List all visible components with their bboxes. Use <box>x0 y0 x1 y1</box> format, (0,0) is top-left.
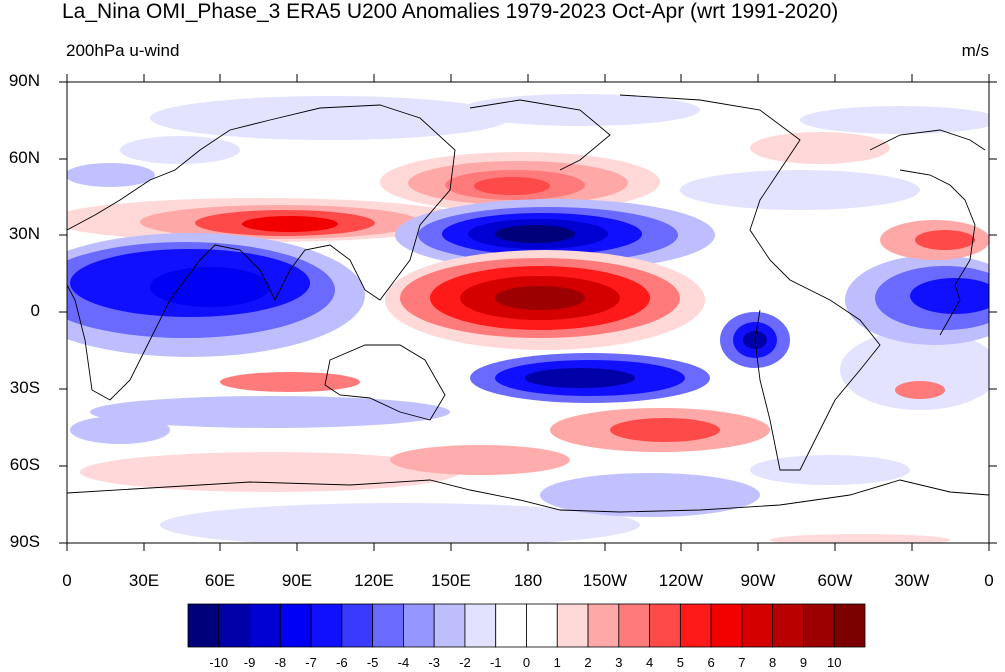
colorbar-label: -4 <box>397 655 410 670</box>
coastlines <box>67 94 989 513</box>
colorbar-label: 0 <box>522 655 531 670</box>
colorbar-label: 10 <box>826 655 842 670</box>
lon-label: 30W <box>894 571 930 590</box>
anomaly-field <box>67 94 989 543</box>
colorbar-label: -8 <box>274 655 287 670</box>
colorbar-label: 3 <box>615 655 623 670</box>
colorbar-swatch <box>710 603 743 648</box>
colorbar-label: 9 <box>799 655 808 670</box>
colorbar-swatch <box>279 603 312 648</box>
colorbar-swatch <box>310 603 343 648</box>
anomaly-shade <box>120 136 240 164</box>
anomaly-shade <box>390 445 570 475</box>
lat-label: 30S <box>9 378 40 397</box>
colorbar-label: -10 <box>209 655 229 670</box>
colorbar-label: 8 <box>769 655 777 670</box>
colorbar-label: 2 <box>584 655 592 670</box>
lon-label: 60E <box>204 571 236 590</box>
lat-ticks <box>59 81 997 544</box>
colorbar-swatch <box>526 603 558 648</box>
colorbar-swatch <box>556 603 589 648</box>
colorbar-swatch <box>803 603 835 648</box>
lat-label: 60S <box>9 455 40 474</box>
colorbar-label: -9 <box>243 655 256 670</box>
colorbar-swatch <box>187 603 220 648</box>
colorbar-label: -3 <box>428 655 440 670</box>
colorbar-swatch <box>833 603 866 648</box>
colorbar-label: -5 <box>366 655 379 670</box>
anomaly-shade <box>242 216 338 232</box>
lon-label: 150E <box>431 571 471 590</box>
lat-label: 0 <box>30 301 40 320</box>
anomaly-shade <box>495 286 585 310</box>
anomaly-shade <box>540 473 760 517</box>
colorbar-label: -2 <box>459 655 471 670</box>
colorbar-swatch <box>249 603 281 648</box>
anomaly-shade <box>915 230 975 250</box>
colorbar-label: -7 <box>305 655 317 670</box>
lon-label: 0 <box>62 571 72 590</box>
colorbar-swatch <box>218 603 250 648</box>
anomaly-shade <box>610 418 720 442</box>
colorbar-swatch <box>587 603 620 648</box>
anomaly-shade <box>525 368 635 388</box>
plot-title: La_Nina OMI_Phase_3 ERA5 U200 Anomalies … <box>62 0 839 23</box>
colorbar-swatch <box>679 603 712 648</box>
colorbar-swatch <box>618 603 650 648</box>
lon-label: 90W <box>740 571 776 590</box>
lat-label: 90N <box>8 71 40 90</box>
lat-label: 90S <box>9 532 40 551</box>
anomaly-shade <box>840 330 989 410</box>
anomaly-shade <box>220 372 360 392</box>
anomaly-shade <box>770 534 950 543</box>
anomaly-shade <box>90 396 450 428</box>
anomaly-shade <box>910 278 989 314</box>
anomaly-shade <box>680 170 920 210</box>
anomaly-shade <box>495 225 575 243</box>
left-string: 200hPa u-wind <box>66 41 180 60</box>
anomaly-shade <box>800 106 989 134</box>
colorbar-swatch <box>495 603 527 648</box>
colorbar-swatch <box>772 603 804 648</box>
lon-ticks <box>66 74 990 551</box>
colorbar-label: 5 <box>676 655 684 670</box>
lon-label: 0 <box>984 571 994 590</box>
lat-label: 60N <box>8 148 40 167</box>
units-label: m/s <box>961 41 989 60</box>
anomaly-shade <box>474 177 550 195</box>
lon-label: 120E <box>354 571 394 590</box>
colorbar-label: 4 <box>645 655 654 670</box>
lat-label: 30N <box>8 224 40 243</box>
lon-label: 180 <box>513 571 543 590</box>
lon-label: 60W <box>817 571 853 590</box>
lon-label: 150W <box>582 571 628 590</box>
colorbar-swatch <box>464 603 497 648</box>
anomaly-shade <box>70 416 170 444</box>
anomaly-shade <box>750 132 890 164</box>
colorbar-label: -1 <box>489 655 502 670</box>
colorbar-label: 1 <box>553 655 561 670</box>
colorbar-swatch <box>649 603 681 648</box>
colorbar <box>187 603 866 648</box>
anomaly-shade <box>150 96 510 140</box>
colorbar-label: -6 <box>336 655 348 670</box>
colorbar-label: 7 <box>738 655 746 670</box>
colorbar-swatch <box>403 603 435 648</box>
colorbar-swatch <box>372 603 404 648</box>
colorbar-swatch <box>741 603 774 648</box>
anomaly-shade <box>895 381 945 399</box>
lon-label: 30E <box>128 571 160 590</box>
lon-label: 90E <box>281 571 313 590</box>
anomaly-shade <box>80 452 460 492</box>
anomaly-shade <box>160 503 640 543</box>
colorbar-swatch <box>341 603 374 648</box>
anomaly-shade <box>150 267 270 307</box>
anomaly-shade <box>67 163 155 187</box>
colorbar-label: 6 <box>707 655 715 670</box>
colorbar-swatch <box>433 603 466 648</box>
lon-label: 120W <box>658 571 704 590</box>
anomaly-shade <box>750 455 910 485</box>
